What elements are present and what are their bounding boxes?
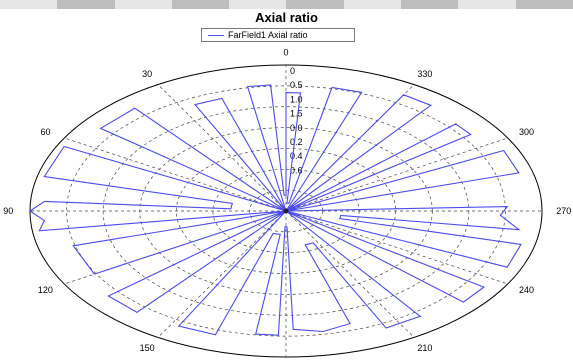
top-toolbar-strip — [0, 0, 573, 9]
angle-tick-label: 330 — [417, 69, 432, 79]
angle-tick-label: 0 — [283, 48, 288, 58]
radial-tick-label: 0 — [290, 66, 295, 76]
angle-tick-label: 30 — [142, 69, 152, 79]
angle-tick-label: 60 — [40, 127, 50, 137]
angle-tick-label: 300 — [519, 127, 534, 137]
polar-grid-spoke — [64, 137, 287, 212]
toolbar-segment — [401, 0, 459, 9]
legend-swatch — [208, 35, 224, 36]
polar-center-marker — [283, 208, 289, 214]
series-line-axial-ratio — [29, 84, 522, 336]
polar-grid-ring — [66, 85, 506, 337]
toolbar-segment — [286, 0, 344, 9]
angle-tick-label: 270 — [556, 206, 571, 216]
angle-tick-label: 240 — [519, 285, 534, 295]
chart-legend: FarField1 Axial ratio — [201, 28, 355, 42]
radial-tick-label: 0.2 — [290, 137, 303, 147]
toolbar-segment — [114, 0, 172, 9]
radial-tick-label: 0.4 — [290, 151, 303, 161]
polar-grid-spoke — [285, 137, 508, 212]
polar-grid-spoke — [285, 210, 508, 285]
radial-tick-label: 0.6 — [290, 165, 303, 175]
toolbar-segment — [515, 0, 573, 9]
angle-tick-label: 90 — [3, 206, 13, 216]
chart-title: Axial ratio — [255, 10, 318, 25]
toolbar-segment — [229, 0, 287, 9]
angle-tick-label: 120 — [38, 285, 53, 295]
toolbar-segment — [171, 0, 230, 9]
radial-tick-label: 1.0 — [290, 94, 303, 104]
toolbar-segment — [343, 0, 402, 9]
toolbar-segment — [57, 0, 115, 9]
toolbar-segment — [458, 0, 516, 9]
angle-tick-label: 210 — [417, 343, 432, 353]
polar-grid-spoke — [157, 210, 287, 338]
polar-grid-spoke — [285, 210, 415, 338]
legend-label: FarField1 Axial ratio — [228, 30, 308, 40]
radial-tick-label: 0.5 — [290, 80, 303, 90]
radial-tick-label: 1.5 — [290, 109, 303, 119]
angle-tick-label: 150 — [140, 343, 155, 353]
toolbar-segment — [0, 0, 58, 9]
